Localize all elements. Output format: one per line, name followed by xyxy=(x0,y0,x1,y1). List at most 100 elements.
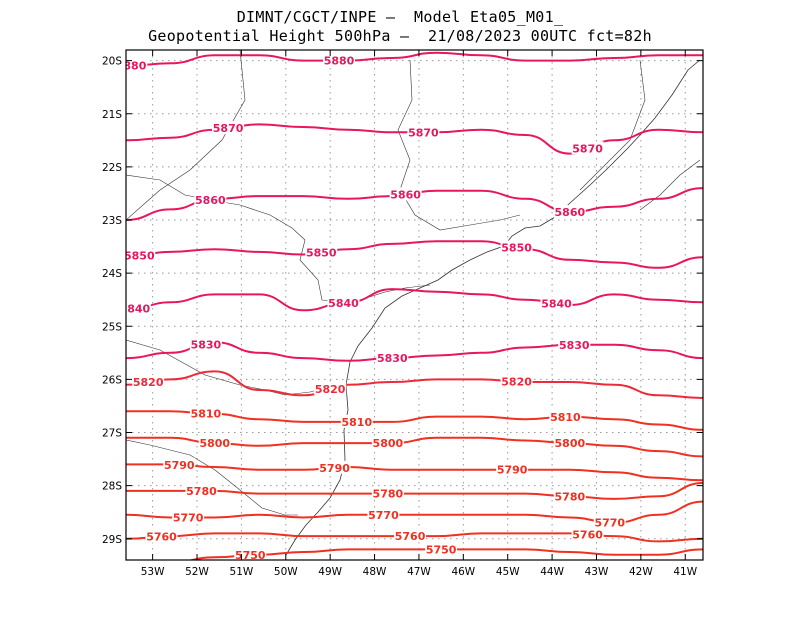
contour-label: 5750 xyxy=(426,543,457,556)
lon-tick-label: 50W xyxy=(274,566,298,578)
contour-label-bg xyxy=(172,510,205,524)
contour-label-bg xyxy=(376,351,409,365)
contour-label: 5760 xyxy=(395,530,426,543)
contour-label: 5830 xyxy=(377,352,408,365)
title-line-2: Geopotential Height 500hPa – 21/08/2023 … xyxy=(148,27,652,45)
contour-label-bg xyxy=(571,527,604,541)
contour-label: 5880 xyxy=(324,55,355,68)
contour-label: 5760 xyxy=(146,531,177,544)
contour-5790 xyxy=(126,463,703,482)
contour-label-bg xyxy=(145,529,178,543)
contour-label: 5820 xyxy=(315,383,346,396)
contour-5840 xyxy=(126,288,703,312)
contour-label-bg xyxy=(212,121,245,135)
lon-tick-label: 48W xyxy=(363,566,387,578)
contour-label-bg xyxy=(198,436,231,450)
contour-label: 5810 xyxy=(550,411,581,424)
state-border xyxy=(397,59,521,231)
contour-label-bg xyxy=(553,436,586,450)
axis-ticks: 20S 21S 22S 23S 24S 25S 26S 27S 28S 29S 53W 52W 51W 5… xyxy=(102,50,703,578)
contour-label: 880 xyxy=(123,59,146,72)
contour-label-bg xyxy=(571,141,604,155)
contour-label-bg xyxy=(305,245,338,259)
contour-5820 xyxy=(126,370,703,399)
contour-label: 5860 xyxy=(555,206,586,219)
contour-label-bg xyxy=(549,409,582,423)
lat-tick-label: 27S xyxy=(102,428,122,440)
grid-lines xyxy=(126,50,703,560)
contour-5780 xyxy=(126,482,703,500)
title-line-1: DIMNT/CGCT/INPE – Model Eta05_M01_ xyxy=(236,8,564,26)
contour-label-bg xyxy=(132,375,165,389)
contour-label: 5840 xyxy=(120,303,151,316)
contour-label: 5770 xyxy=(173,512,204,525)
lat-tick-label: 26S xyxy=(102,374,122,386)
contour-label: 5800 xyxy=(555,437,586,450)
contour-label-bg xyxy=(389,187,422,201)
lon-tick-label: 49W xyxy=(318,566,342,578)
lon-tick-label: 44W xyxy=(540,566,564,578)
contour-label-bg xyxy=(553,205,586,219)
lon-tick-label: 41W xyxy=(673,566,697,578)
lon-tick-label: 42W xyxy=(629,566,653,578)
contour-label-bg xyxy=(500,240,533,254)
lat-tick-label: 25S xyxy=(102,321,122,333)
contour-label: 5760 xyxy=(572,529,603,542)
contour-label-bg xyxy=(323,53,356,67)
contour-5850 xyxy=(126,240,703,269)
state-border xyxy=(639,159,701,211)
contour-label-bg xyxy=(558,337,591,351)
state-border xyxy=(579,59,646,191)
contour-label: 5870 xyxy=(213,122,244,135)
map-frame xyxy=(125,49,704,561)
lat-tick-label: 21S xyxy=(102,109,122,121)
contour-label: 5780 xyxy=(373,488,404,501)
contour-label: 5830 xyxy=(559,339,590,352)
contour-label: 5870 xyxy=(572,142,603,155)
contour-label-bg xyxy=(540,296,573,310)
contour-label-bg xyxy=(314,381,347,395)
contour-label-bg xyxy=(371,486,404,500)
contour-label: 5810 xyxy=(191,407,222,420)
lon-tick-label: 51W xyxy=(230,566,254,578)
contour-label-bg xyxy=(496,462,529,476)
contour-label: 5870 xyxy=(408,126,439,139)
contour-label-bg xyxy=(500,374,533,388)
contour-label-bg xyxy=(593,515,626,529)
lon-tick-label: 52W xyxy=(185,566,209,578)
contour-5750 xyxy=(188,548,703,560)
lon-tick-label: 46W xyxy=(451,566,475,578)
contour-label: 5860 xyxy=(390,189,421,202)
contour-label: 5770 xyxy=(594,516,625,529)
state-border xyxy=(126,50,246,221)
contour-label-bg xyxy=(126,58,148,72)
lon-tick-label: 43W xyxy=(585,566,609,578)
contour-label: 5860 xyxy=(195,194,226,207)
contour-label: 5790 xyxy=(164,459,195,472)
contour-label-bg xyxy=(553,489,586,503)
contour-5880 xyxy=(126,51,703,67)
contour-label: 5800 xyxy=(199,437,230,450)
contour-label-bg xyxy=(194,192,227,206)
contour-label-bg xyxy=(425,542,458,556)
contour-label: 5840 xyxy=(328,297,359,310)
contour-label-bg xyxy=(340,414,373,428)
contour-label: 5800 xyxy=(373,437,404,450)
contour-label-bg xyxy=(407,125,440,139)
contour-label: 5820 xyxy=(501,376,532,389)
state-border xyxy=(126,174,431,303)
contour-label-bg xyxy=(126,248,156,262)
contour-label: 5850 xyxy=(306,246,337,259)
contour-label-bg xyxy=(163,457,196,471)
contour-label: 5750 xyxy=(235,549,266,562)
lat-tick-label: 28S xyxy=(102,481,122,493)
lat-tick-label: 20S xyxy=(102,56,122,68)
lat-tick-label: 22S xyxy=(102,162,122,174)
contour-label-bg xyxy=(394,529,427,543)
lat-tick-label: 29S xyxy=(102,534,122,546)
contour-lines: 880 5880 5870 5870 5870 5860 5860 5860 5850 5850 5… xyxy=(120,51,703,562)
contour-label-bg xyxy=(126,301,151,315)
lon-tick-label: 53W xyxy=(141,566,165,578)
contour-label: 5830 xyxy=(191,338,222,351)
